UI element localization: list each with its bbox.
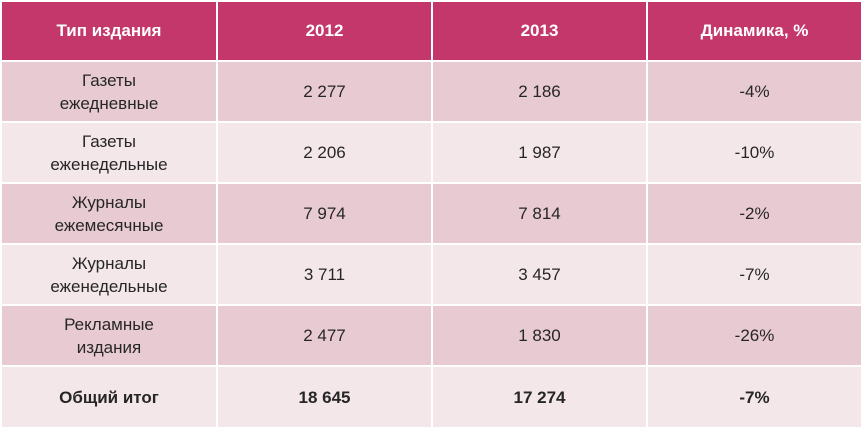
total-row: Общий итог 18 645 17 274 -7% [0, 365, 861, 429]
table-row: Газеты ежедневные 2 277 2 186 -4% [0, 60, 861, 123]
cell-type: Газеты еженедельные [0, 121, 218, 184]
table-row: Журналы ежемесячные 7 974 7 814 -2% [0, 182, 861, 245]
type-line2: еженедельные [50, 154, 168, 174]
cell-change: -2% [646, 182, 861, 245]
cell-change: -4% [646, 60, 861, 123]
cell-2012: 2 206 [216, 121, 433, 184]
header-type: Тип издания [0, 0, 218, 62]
cell-type: Журналы еженедельные [0, 243, 218, 306]
total-change: -7% [646, 365, 861, 429]
table-row: Журналы еженедельные 3 711 3 457 -7% [0, 243, 861, 306]
total-2012: 18 645 [216, 365, 433, 429]
type-line1: Журналы [71, 192, 147, 212]
header-2013: 2013 [431, 0, 648, 62]
table-row: Газеты еженедельные 2 206 1 987 -10% [0, 121, 861, 184]
cell-change: -10% [646, 121, 861, 184]
total-label: Общий итог [0, 365, 218, 429]
cell-2012: 7 974 [216, 182, 433, 245]
cell-2012: 2 477 [216, 304, 433, 367]
cell-2012: 3 711 [216, 243, 433, 306]
cell-change: -26% [646, 304, 861, 367]
cell-2013: 1 830 [431, 304, 648, 367]
type-line1: Газеты [81, 70, 136, 90]
type-line2: ежемесячные [54, 215, 164, 235]
type-line1: Рекламные [64, 314, 154, 334]
header-change: Динамика, % [646, 0, 861, 62]
total-2013: 17 274 [431, 365, 648, 429]
type-line2: еженедельные [50, 276, 168, 296]
type-line2: издания [76, 337, 142, 357]
cell-2013: 1 987 [431, 121, 648, 184]
table-row: Рекламные издания 2 477 1 830 -26% [0, 304, 861, 367]
cell-type: Рекламные издания [0, 304, 218, 367]
cell-type: Журналы ежемесячные [0, 182, 218, 245]
header-row: Тип издания 2012 2013 Динамика, % [0, 0, 861, 62]
cell-2013: 7 814 [431, 182, 648, 245]
cell-2013: 3 457 [431, 243, 648, 306]
type-line2: ежедневные [59, 93, 159, 113]
header-2012: 2012 [216, 0, 433, 62]
cell-change: -7% [646, 243, 861, 306]
cell-2012: 2 277 [216, 60, 433, 123]
cell-2013: 2 186 [431, 60, 648, 123]
type-line1: Журналы [71, 253, 147, 273]
type-line1: Газеты [81, 131, 136, 151]
cell-type: Газеты ежедневные [0, 60, 218, 123]
